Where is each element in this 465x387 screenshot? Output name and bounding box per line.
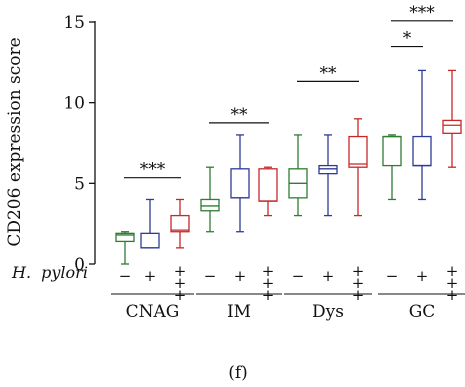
hp-plus-stack-dys-2: + <box>352 274 365 292</box>
box-im-2-iqr <box>230 168 250 199</box>
hp-plus-stack-cnag-2: + <box>174 274 187 292</box>
axes: 0 5 10 15 <box>63 13 96 275</box>
group-label-gc: GC <box>409 302 436 322</box>
box-im-3-iqr <box>258 168 278 202</box>
y-tick-label-0: 0 <box>74 255 85 275</box>
hp-label-cnag-1: − <box>119 267 132 285</box>
hp-plus-stack-cnag-3: + <box>174 286 187 304</box>
box-gc-2-iqr <box>412 135 432 167</box>
y-axis-label: CD206 expression score <box>5 37 25 246</box>
significance-label-2: ** <box>231 105 249 125</box>
y-tick-label-5: 5 <box>74 174 85 194</box>
box-im-1-iqr <box>200 198 220 212</box>
h-pylori-italic: pylori <box>41 263 88 282</box>
hp-plus-stack-gc-2: + <box>446 274 459 292</box>
h-pylori-prefix: H. <box>11 263 31 282</box>
hp-plus-stack-gc-1: + <box>446 262 459 280</box>
significance-label-5: *** <box>409 3 435 23</box>
box-cnag-3-iqr <box>170 214 190 233</box>
h-pylori-row-label: H. pylori <box>11 263 88 282</box>
x-labels: − + +++CNAG− + +++IM− + +++Dys− + +++GC <box>111 262 465 322</box>
box-cnag-2-iqr <box>140 232 160 249</box>
box-gc-1-iqr <box>382 135 402 167</box>
box-cnag-1-iqr <box>115 232 135 243</box>
box-gc-3-iqr <box>442 119 462 134</box>
hp-label-dys-1: − <box>292 267 305 285</box>
group-label-im: IM <box>227 302 251 322</box>
panel-label: (f) <box>228 363 248 383</box>
hp-plus-stack-dys-1: + <box>352 262 365 280</box>
hp-label-im-1: − <box>204 267 217 285</box>
box-dys-2-iqr <box>318 164 338 175</box>
hp-plus-stack-im-1: + <box>262 262 275 280</box>
significance-brackets: *********** <box>124 3 453 180</box>
hp-label-im-2: + <box>234 267 247 285</box>
significance-label-1: *** <box>140 160 166 180</box>
hp-label-gc-2: + <box>416 267 429 285</box>
hp-plus-stack-im-3: + <box>262 286 275 304</box>
group-label-dys: Dys <box>312 302 344 322</box>
hp-plus-stack-cnag-1: + <box>174 262 187 280</box>
hp-plus-stack-dys-3: + <box>352 286 365 304</box>
y-tick-label-10: 10 <box>63 94 85 114</box>
hp-label-cnag-2: + <box>144 267 157 285</box>
hp-plus-stack-gc-3: + <box>446 286 459 304</box>
significance-label-3: ** <box>320 63 338 83</box>
box-dys-3-iqr <box>348 135 368 168</box>
hp-plus-stack-im-2: + <box>262 274 275 292</box>
hp-label-gc-1: − <box>386 267 399 285</box>
boxes <box>115 69 462 265</box>
significance-label-4: * <box>403 29 412 49</box>
hp-label-dys-2: + <box>322 267 335 285</box>
y-tick-label-15: 15 <box>63 13 85 33</box>
group-label-cnag: CNAG <box>126 302 180 322</box>
